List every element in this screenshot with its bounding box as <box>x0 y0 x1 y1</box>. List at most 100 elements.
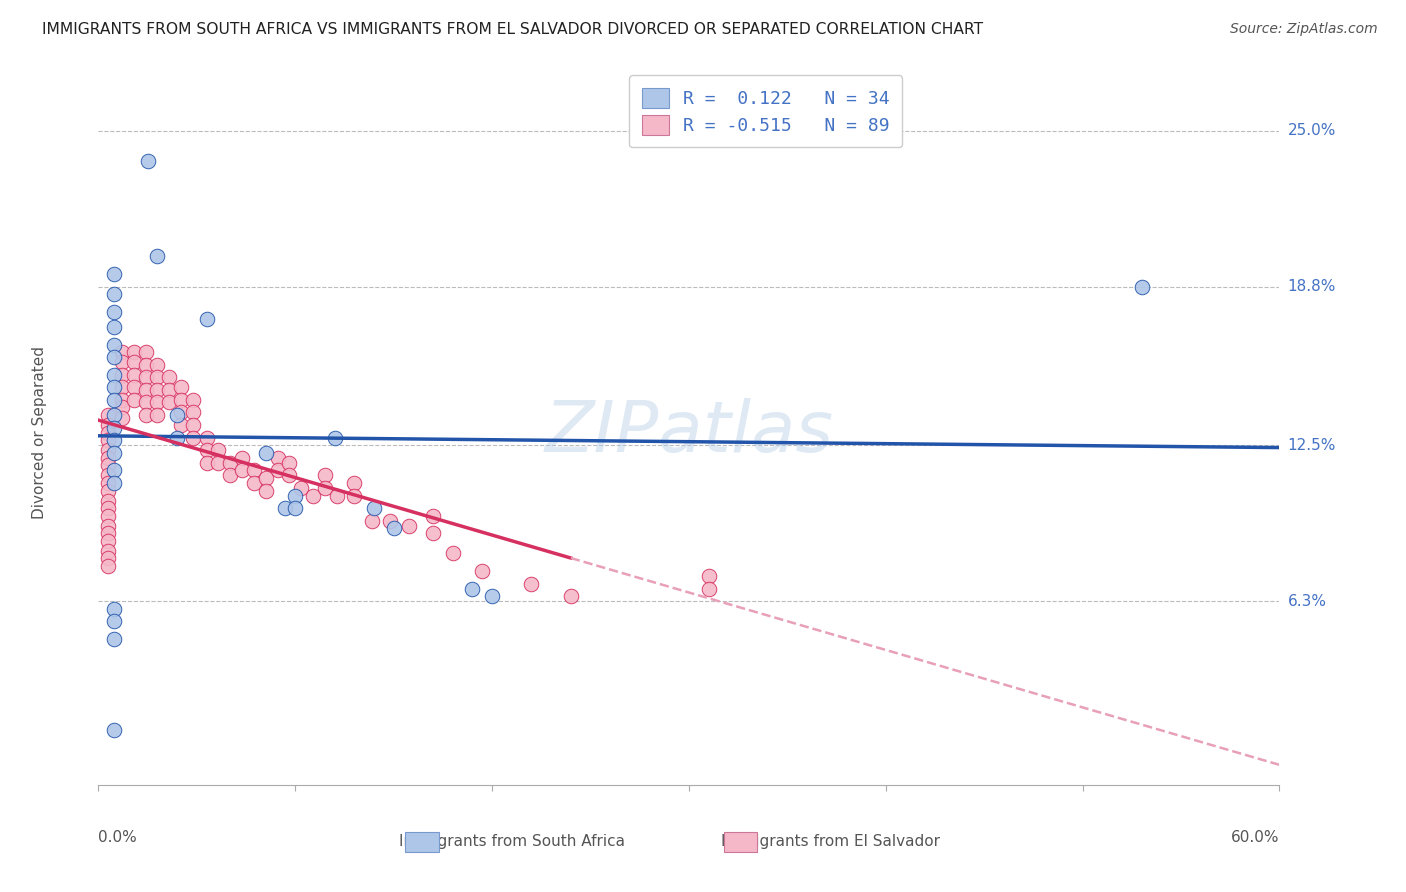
Point <box>302 489 325 503</box>
Point <box>290 481 312 495</box>
Point <box>284 501 307 516</box>
Point <box>135 383 157 397</box>
Point <box>157 383 180 397</box>
Point <box>243 475 266 490</box>
Point <box>103 601 125 615</box>
Point <box>103 420 125 434</box>
Point <box>111 345 134 359</box>
Point <box>97 533 120 548</box>
Point <box>111 392 134 407</box>
Point <box>122 368 145 382</box>
Point <box>170 392 193 407</box>
Point <box>378 514 401 528</box>
Point <box>422 508 444 523</box>
Text: Divorced or Separated: Divorced or Separated <box>32 346 46 519</box>
Point <box>363 501 385 516</box>
Point <box>266 463 288 477</box>
Point <box>97 475 120 490</box>
Point <box>97 559 120 574</box>
Point <box>97 493 120 508</box>
Point <box>111 355 134 369</box>
Point <box>97 526 120 541</box>
Point <box>254 483 277 498</box>
Text: 60.0%: 60.0% <box>1232 830 1279 846</box>
Point <box>170 405 193 419</box>
Point <box>170 380 193 394</box>
Point <box>103 723 125 737</box>
Point <box>103 433 125 447</box>
Point <box>135 358 157 372</box>
Point <box>103 392 125 407</box>
Legend: R =  0.122   N = 34, R = -0.515   N = 89: R = 0.122 N = 34, R = -0.515 N = 89 <box>628 75 903 147</box>
Point <box>97 468 120 483</box>
Point <box>146 370 169 384</box>
Point <box>254 471 277 485</box>
Text: 6.3%: 6.3% <box>1288 594 1327 608</box>
Point <box>343 489 366 503</box>
Point <box>314 481 336 495</box>
FancyBboxPatch shape <box>405 832 439 852</box>
Text: IMMIGRANTS FROM SOUTH AFRICA VS IMMIGRANTS FROM EL SALVADOR DIVORCED OR SEPARATE: IMMIGRANTS FROM SOUTH AFRICA VS IMMIGRAN… <box>42 22 983 37</box>
Point <box>97 433 120 447</box>
Text: 18.8%: 18.8% <box>1288 279 1336 294</box>
Point <box>441 546 464 560</box>
Point <box>243 463 266 477</box>
Point <box>135 370 157 384</box>
Point <box>103 475 125 490</box>
Point <box>135 408 157 422</box>
Point <box>97 443 120 458</box>
Point <box>97 450 120 465</box>
Point <box>207 443 229 458</box>
Point <box>314 468 336 483</box>
Point <box>97 425 120 440</box>
Text: 12.5%: 12.5% <box>1288 438 1336 453</box>
Point <box>146 250 169 264</box>
Point <box>274 501 297 516</box>
Point <box>122 380 145 394</box>
Point <box>103 267 125 281</box>
Point <box>343 475 366 490</box>
Point <box>361 514 384 528</box>
Point <box>166 431 188 445</box>
Point <box>103 408 125 422</box>
Point <box>560 589 582 603</box>
Point <box>219 468 242 483</box>
Point <box>103 615 125 629</box>
Point <box>170 418 193 433</box>
Text: ZIPatlas: ZIPatlas <box>544 398 834 467</box>
Point <box>284 489 307 503</box>
Point <box>278 468 301 483</box>
Point <box>266 450 288 465</box>
Point <box>111 401 134 415</box>
Text: Source: ZipAtlas.com: Source: ZipAtlas.com <box>1230 22 1378 37</box>
Point <box>195 443 218 458</box>
Point <box>97 418 120 433</box>
Point <box>219 456 242 470</box>
Point <box>97 408 120 422</box>
Point <box>181 431 204 445</box>
Point <box>103 350 125 364</box>
Point <box>231 463 253 477</box>
Point <box>422 526 444 541</box>
Point <box>97 551 120 566</box>
Point <box>697 582 720 596</box>
Point <box>122 355 145 369</box>
Point <box>103 305 125 319</box>
Point <box>146 358 169 372</box>
Point <box>382 521 405 535</box>
Point <box>146 408 169 422</box>
Point <box>97 501 120 516</box>
Point <box>471 564 494 578</box>
Point <box>181 405 204 419</box>
Point <box>157 395 180 409</box>
FancyBboxPatch shape <box>724 832 758 852</box>
Point <box>195 456 218 470</box>
Point <box>97 508 120 523</box>
Point <box>398 518 420 533</box>
Point <box>181 392 204 407</box>
Point <box>520 576 543 591</box>
Point <box>157 370 180 384</box>
Point <box>697 569 720 583</box>
Point <box>195 312 218 326</box>
Point <box>103 320 125 334</box>
